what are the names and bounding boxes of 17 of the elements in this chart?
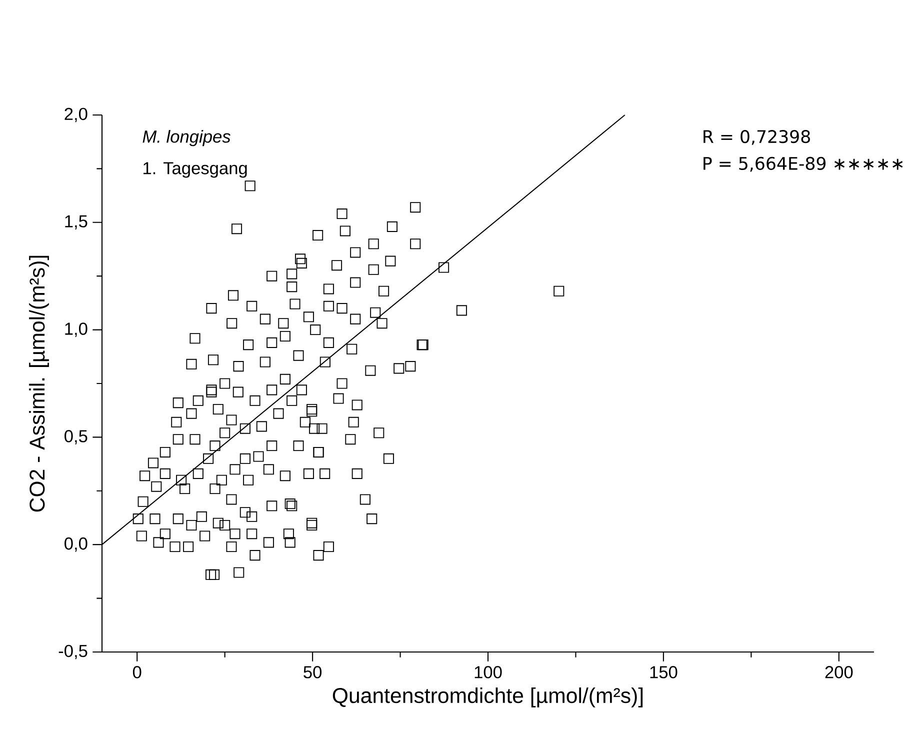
y-tick-label: 1,5 bbox=[65, 215, 88, 230]
annotation: R = 0,72398 bbox=[704, 130, 810, 145]
annotation: P = 5,664E-89 ∗∗∗∗∗ bbox=[704, 156, 903, 172]
y-tick-label: 1,0 bbox=[65, 322, 88, 337]
annotation: M. longipes bbox=[142, 130, 230, 146]
y-tick-label: 0,5 bbox=[64, 430, 88, 444]
x-tick-label: 50 bbox=[304, 666, 322, 678]
annotation: 1. Tagesgang bbox=[144, 162, 247, 178]
x-tick-label: 0 bbox=[132, 666, 142, 678]
y-axis-title: CO2 - Assimil. [µmol/(m²s)] bbox=[29, 256, 49, 512]
y-tick-label: 0,0 bbox=[64, 537, 88, 552]
x-axis-title: Quantenstromdichte [µmol/(m²s)] bbox=[332, 687, 643, 708]
y-tick-label: 2,0 bbox=[64, 108, 88, 122]
x-tick-label: 200 bbox=[825, 666, 853, 678]
y-tick-label: -0,5 bbox=[58, 644, 88, 660]
x-tick-label: 100 bbox=[474, 666, 502, 678]
x-tick-label: 150 bbox=[650, 666, 678, 678]
